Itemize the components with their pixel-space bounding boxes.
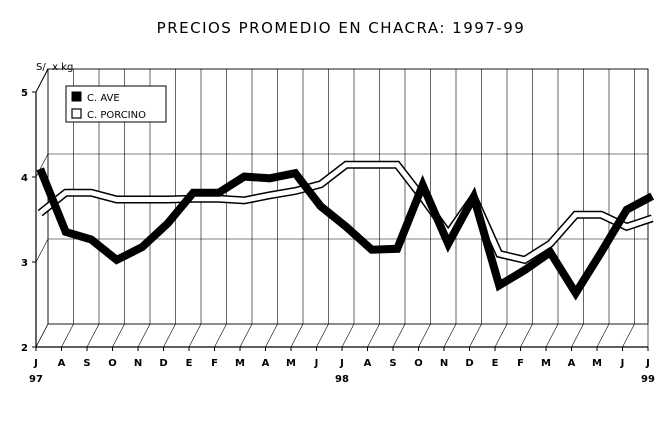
gridline-floor xyxy=(494,323,508,348)
gridline-floor xyxy=(392,323,406,348)
gridline-floor xyxy=(61,323,74,348)
gridline-floor xyxy=(443,323,457,348)
x-tick-label: M xyxy=(541,358,551,369)
gridline-floor xyxy=(545,323,559,348)
x-tick-label: J xyxy=(314,358,319,369)
x-tick-label: A xyxy=(568,358,576,369)
x-tick-label: M xyxy=(286,358,296,369)
gridline-floor xyxy=(341,323,355,348)
x-tick-label: N xyxy=(134,358,142,369)
gridline-floor xyxy=(571,323,584,348)
gridline-floor xyxy=(622,323,635,348)
gridline-floor xyxy=(596,323,610,348)
legend-swatch-ave xyxy=(71,91,82,102)
x-year-label: 98 xyxy=(335,374,349,385)
series-porcino-fill xyxy=(38,162,653,263)
x-tick-label: O xyxy=(414,358,423,369)
x-tick-label: D xyxy=(465,358,473,369)
y-ticks: 2 3 4 5 xyxy=(21,88,36,354)
gridline-side xyxy=(35,238,49,263)
x-tick-label: J xyxy=(339,358,344,369)
gridline-floor xyxy=(188,323,202,348)
gridline-floor xyxy=(520,323,533,348)
gridline-floor xyxy=(469,323,482,348)
gridline-floor xyxy=(35,323,49,348)
x-year-label: 99 xyxy=(641,374,655,385)
y-axis-top-depth xyxy=(35,68,49,93)
x-tick-label: J xyxy=(620,358,625,369)
x-tick-label: O xyxy=(108,358,117,369)
x-tick-label: J xyxy=(33,358,38,369)
y-tick-label: 3 xyxy=(21,258,28,269)
y-axis-label: S/. x kg xyxy=(36,62,73,73)
legend-box xyxy=(65,85,167,123)
series-layer xyxy=(36,160,655,301)
gridline-floor xyxy=(316,323,329,348)
x-tick-label: A xyxy=(262,358,270,369)
x-tick-label: F xyxy=(211,358,218,369)
gridline-floor xyxy=(290,323,304,348)
x-tick-label: F xyxy=(517,358,524,369)
gridline-floor xyxy=(239,323,253,348)
y-tick-label: 2 xyxy=(21,343,28,354)
gridline-floor xyxy=(418,323,431,348)
x-tick-label: E xyxy=(492,358,499,369)
chart-title: PRECIOS PROMEDIO EN CHACRA: 1997-99 xyxy=(157,19,526,37)
x-tick-label: A xyxy=(58,358,66,369)
gridline-floor xyxy=(112,323,125,348)
y-tick-label: 5 xyxy=(21,88,28,99)
gridline-floor xyxy=(163,323,176,348)
x-tick-label: S xyxy=(389,358,396,369)
legend-label-ave: C. AVE xyxy=(87,93,120,104)
legend-label-porcino: C. PORCINO xyxy=(87,110,146,121)
gridline-floor xyxy=(367,323,380,348)
legend: C. AVE C. PORCINO xyxy=(65,85,167,123)
x-tick-label: E xyxy=(186,358,193,369)
series-porcino-outline xyxy=(37,160,654,265)
x-tick-label: N xyxy=(440,358,448,369)
x-ticks: J A S O N D E F M A M J J A S O N D E F M A M J J 97 98 99 xyxy=(29,347,655,385)
gridline-floor xyxy=(214,323,227,348)
x-tick-label: M xyxy=(235,358,245,369)
gridline-floor xyxy=(265,323,278,348)
gridline-floor xyxy=(137,323,151,348)
x-year-label: 97 xyxy=(29,374,43,385)
x-tick-label: M xyxy=(592,358,602,369)
x-tick-label: D xyxy=(159,358,167,369)
x-tick-label: A xyxy=(364,358,372,369)
gridline-floor xyxy=(86,323,100,348)
legend-swatch-porcino xyxy=(71,108,82,119)
x-tick-label: J xyxy=(645,358,650,369)
x-tick-label: S xyxy=(83,358,90,369)
y-tick-label: 4 xyxy=(21,173,28,184)
